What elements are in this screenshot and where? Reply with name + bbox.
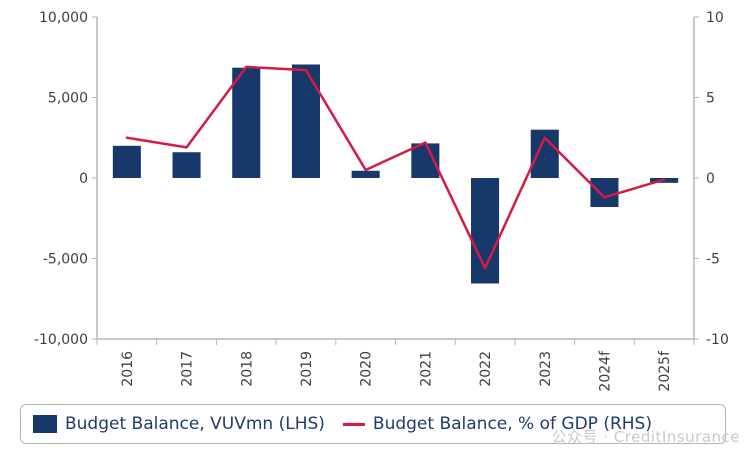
right-tick-label: 0 (706, 171, 715, 187)
chart-axes (92, 16, 699, 345)
x-tick-label: 2019 (299, 351, 315, 387)
x-tick-label: 2022 (478, 351, 494, 387)
line-point-2016 (125, 136, 129, 139)
left-tick-label: 10,000 (39, 10, 88, 26)
x-tick-label: 2017 (180, 351, 196, 387)
legend-item-line: Budget Balance, % of GDP (RHS) (325, 414, 652, 434)
bar-2019 (291, 64, 320, 178)
line-point-2021 (424, 141, 427, 144)
line-point-2020 (364, 168, 367, 172)
watermark-text: 公众号 · CreditInsurance (551, 428, 740, 446)
x-tick-label: 2024f (597, 350, 613, 392)
x-tick-label: 2016 (120, 351, 136, 387)
x-tick-label: 2021 (418, 351, 434, 387)
bar-2020 (351, 170, 380, 178)
right-tick-label: -5 (706, 252, 720, 268)
line-point-2017 (185, 146, 188, 149)
x-tick-label: 2025f (657, 350, 673, 392)
x-tick-label: 2020 (359, 351, 375, 387)
right-tick-label: -10 (706, 332, 729, 348)
bar-2016 (112, 145, 141, 178)
left-tick-label: 5,000 (48, 91, 88, 107)
legend-label-line: Budget Balance, % of GDP (RHS) (372, 414, 652, 434)
right-tick-label: 5 (706, 91, 715, 107)
left-tick-label: -10,000 (34, 332, 88, 348)
legend-item-bar: Budget Balance, VUVmn (LHS) (21, 414, 325, 434)
bar-series (112, 64, 679, 284)
left-tick-label: 0 (79, 171, 88, 187)
line-point-2024f (603, 196, 606, 199)
left-tick-label: -5,000 (43, 252, 88, 268)
x-tick-label: 2023 (538, 351, 554, 387)
legend-swatch-bar (33, 415, 57, 433)
line-point-2019 (304, 68, 308, 72)
bar-2024f (590, 178, 619, 207)
legend-label-bar: Budget Balance, VUVmn (LHS) (65, 414, 325, 434)
line-point-2025f (662, 178, 666, 181)
bar-2018 (232, 67, 261, 178)
bar-2017 (172, 152, 201, 178)
line-point-2022 (483, 266, 487, 270)
line-series (125, 65, 666, 270)
right-tick-label: 10 (706, 10, 724, 26)
line-path (126, 65, 665, 270)
x-tick-label: 2018 (239, 351, 255, 387)
tick-labels: -10,000 -5,000 0 5,000 10,000 -10 -5 0 5 10 2016 20… (34, 10, 729, 392)
legend-swatch-line (342, 422, 365, 426)
legend: Budget Balance, VUVmn (LHS) Budget Balan… (20, 404, 726, 444)
line-point-2018 (245, 65, 248, 69)
line-point-2023 (543, 136, 546, 139)
